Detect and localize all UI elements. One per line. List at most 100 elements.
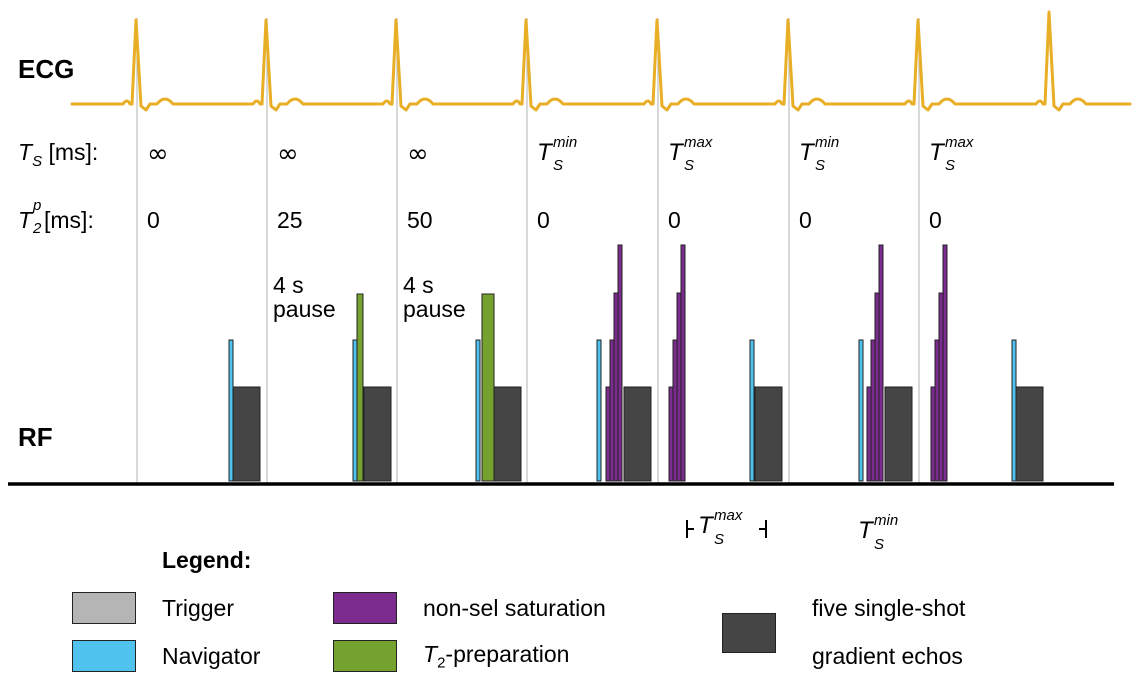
legend-saturation-label: non-sel saturation [423, 594, 606, 621]
svg-text:S: S [553, 157, 563, 174]
svg-text:max: max [684, 134, 713, 151]
svg-text:min: min [553, 134, 577, 151]
svg-text:p: p [32, 197, 41, 214]
navigator-pulse [749, 339, 755, 482]
legend-trigger: Trigger [72, 592, 234, 624]
navigator-pulse [596, 339, 602, 482]
legend-saturation: non-sel saturation [333, 592, 606, 624]
svg-text:T: T [858, 517, 875, 544]
saturation-pulse [930, 386, 936, 482]
legend-echos-label-2: gradient echos [812, 643, 963, 669]
ts-value: ∞ [277, 139, 299, 169]
beat-guide-lines [136, 18, 920, 484]
echos-swatch [722, 613, 776, 653]
svg-text:S: S [815, 157, 825, 174]
ts-row-label: TS [ms]: [18, 139, 98, 170]
pause-label: pause [273, 296, 336, 322]
svg-text:T: T [537, 139, 554, 166]
t2prep-pulse [356, 293, 364, 482]
t2p-value: 0 [147, 207, 160, 233]
saturation-pulse [874, 292, 880, 482]
saturation-pulse [668, 386, 674, 482]
gradient-echos-block [884, 386, 913, 482]
svg-text:S: S [945, 157, 955, 174]
saturation-pulse [672, 339, 678, 482]
saturation-swatch [333, 592, 397, 624]
rf-row-label: RF [18, 422, 53, 452]
svg-text:S: S [874, 536, 884, 553]
svg-text:T: T [929, 139, 946, 166]
navigator-pulse [352, 339, 358, 482]
navigator-swatch [72, 640, 136, 672]
saturation-pulse [605, 386, 611, 482]
saturation-pulse [942, 244, 948, 482]
navigator-pulse [858, 339, 864, 482]
trigger-swatch [72, 592, 136, 624]
pause-label: pause [403, 296, 466, 322]
ts-max-bracket [686, 520, 767, 538]
navigator-pulse [1011, 339, 1017, 482]
svg-text:[ms]:: [ms]: [44, 207, 94, 233]
gradient-echos-block [493, 386, 522, 482]
navigator-pulse [475, 339, 481, 482]
beat-label-1: ∞0 [147, 139, 169, 233]
saturation-pulse [878, 244, 884, 482]
t2prep-swatch [333, 640, 397, 672]
t2p-value: 0 [668, 207, 681, 233]
t2p-value: 0 [799, 207, 812, 233]
ecg-row-label: ECG [18, 54, 74, 84]
svg-text:T: T [668, 139, 685, 166]
saturation-pulse [934, 339, 940, 482]
t2p-row-label: T p 2 [ms]: [18, 197, 94, 237]
ts-min-annotation: T min S [858, 512, 898, 553]
saturation-pulse [609, 339, 615, 482]
gradient-echos-block [232, 386, 261, 482]
saturation-pulse [617, 244, 623, 482]
ecg-trace [70, 10, 1132, 112]
pause-label: 4 s [403, 272, 434, 298]
ts-max-annotation: T max S [686, 507, 767, 548]
gradient-echos-block [363, 386, 392, 482]
svg-text:2: 2 [32, 220, 42, 237]
ts-value: ∞ [147, 139, 169, 169]
legend-trigger-label: Trigger [162, 594, 234, 621]
t2p-value: 0 [929, 207, 942, 233]
legend-echos-label-1: five single-shot [812, 595, 966, 621]
svg-text:min: min [815, 134, 839, 151]
legend-echos [722, 613, 776, 653]
gradient-echos-block [623, 386, 652, 482]
svg-text:S: S [684, 157, 694, 174]
t2p-value: 50 [407, 207, 433, 233]
svg-text:S: S [714, 531, 724, 548]
legend-navigator: Navigator [72, 640, 260, 672]
t2prep-pulse [481, 293, 495, 482]
svg-text:T: T [799, 139, 816, 166]
svg-text:max: max [945, 134, 974, 151]
svg-text:min: min [874, 512, 898, 529]
saturation-pulse [938, 292, 944, 482]
svg-text:T: T [18, 207, 34, 233]
ts-value: ∞ [407, 139, 429, 169]
saturation-pulse [870, 339, 876, 482]
pause-label: 4 s [273, 272, 304, 298]
gradient-echos-block [754, 386, 783, 482]
gradient-echos-block [1015, 386, 1044, 482]
legend-title: Legend: [162, 547, 252, 573]
saturation-pulse [676, 292, 682, 482]
t2p-value: 0 [537, 207, 550, 233]
legend-navigator-label: Navigator [162, 642, 261, 669]
svg-text:T: T [698, 512, 715, 539]
saturation-pulse [680, 244, 686, 482]
navigator-pulse [228, 339, 234, 482]
